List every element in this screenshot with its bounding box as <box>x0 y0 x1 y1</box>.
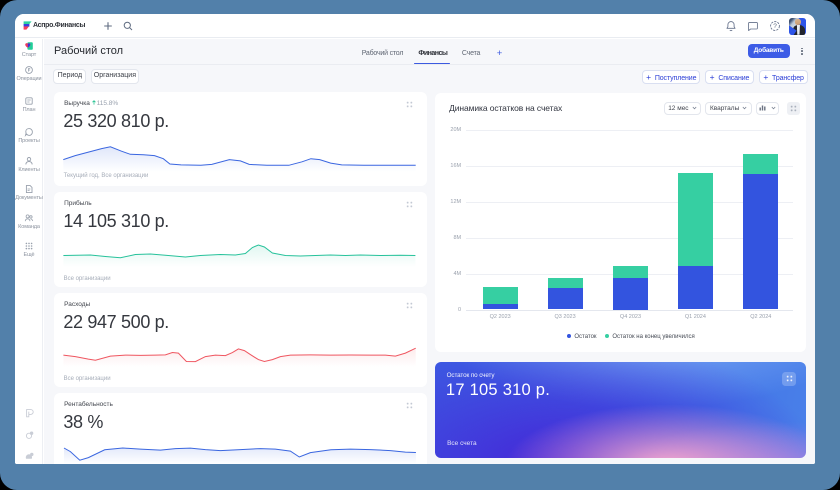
svg-text:?: ? <box>773 23 777 30</box>
